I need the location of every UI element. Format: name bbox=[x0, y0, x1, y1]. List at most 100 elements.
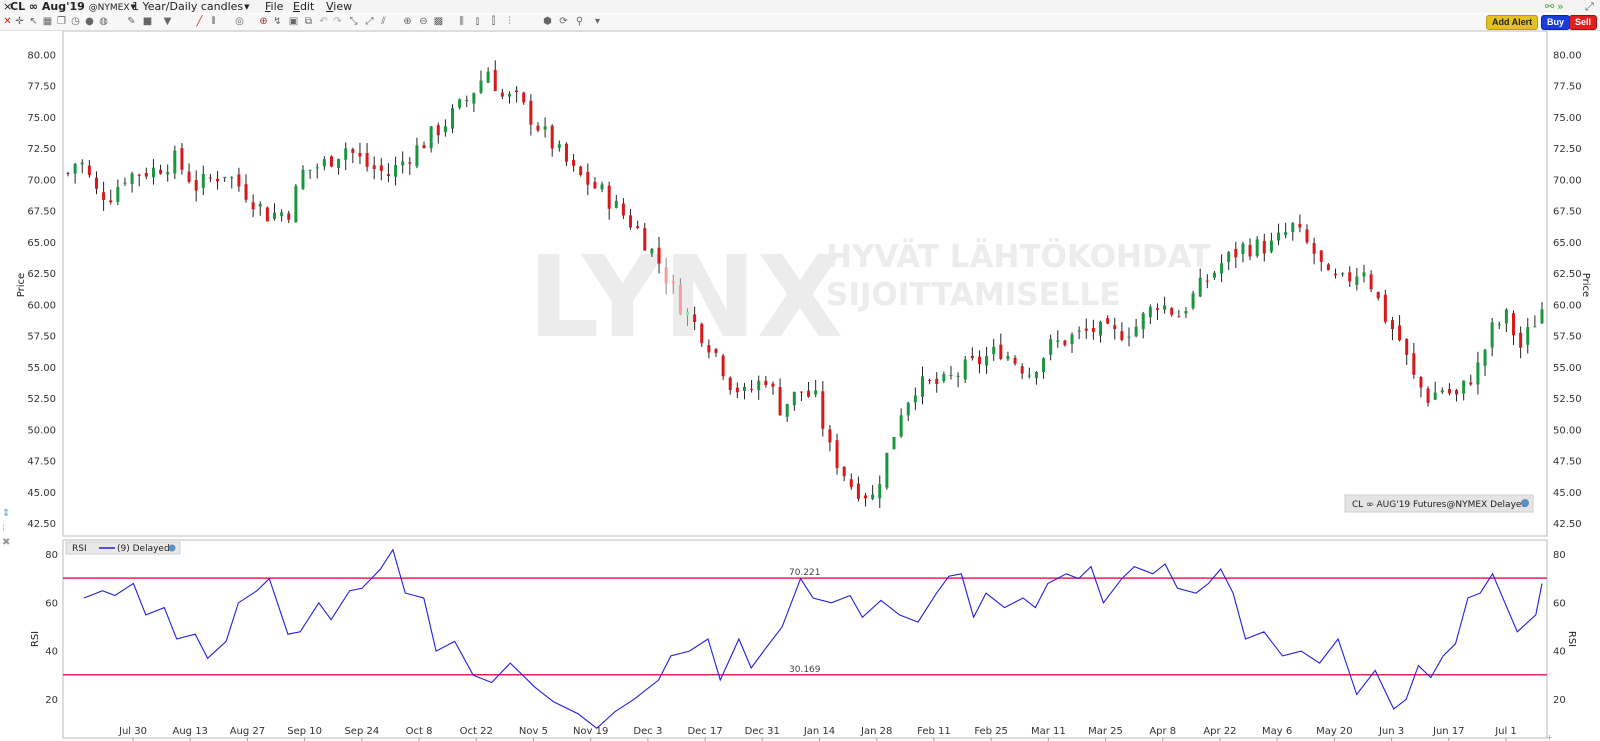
close-icon[interactable]: ✖ bbox=[2, 537, 11, 548]
pan-icon[interactable]: ⇕ bbox=[2, 508, 11, 519]
bar-icon[interactable]: ◍ bbox=[99, 16, 108, 27]
menu-edit[interactable]: Edit bbox=[293, 0, 315, 13]
drag-handle-icon[interactable]: ⁞ bbox=[2, 523, 6, 534]
split-icon[interactable]: ⫿ bbox=[491, 16, 496, 27]
zoom-in-icon[interactable]: ⊕ bbox=[403, 16, 412, 27]
symbol-selector[interactable]: CL ∞ Aug'19 @NYMEX▼ bbox=[10, 0, 136, 15]
go-icon[interactable]: » bbox=[1557, 0, 1564, 13]
price-tick-label: 67.50 bbox=[1553, 207, 1582, 218]
candle-body bbox=[1113, 325, 1117, 330]
redo-icon[interactable]: ↷ bbox=[333, 16, 342, 27]
candle-body bbox=[465, 100, 469, 102]
candle-body bbox=[123, 182, 127, 184]
candle-body bbox=[1298, 223, 1302, 228]
chain-icon[interactable]: ⚲ bbox=[575, 16, 584, 27]
print-icon[interactable]: ▣ bbox=[288, 16, 299, 27]
resize-icon[interactable]: + bbox=[1546, 733, 1553, 741]
candle-body bbox=[1526, 327, 1530, 345]
price-axis-left: 80.00 77.50 75.00 72.50 70.00 67.50 65.00 62.50… bbox=[27, 50, 56, 530]
candle-body bbox=[1205, 280, 1209, 282]
copy-icon[interactable]: ⧉ bbox=[304, 16, 313, 27]
candle-body bbox=[80, 162, 84, 165]
candle-body bbox=[828, 429, 832, 443]
rsi-oversold-value: 30.169 bbox=[789, 665, 821, 675]
split-icon[interactable]: ⫼ bbox=[459, 16, 464, 27]
watermark-tagline-2: SIJOITTAMISELLE bbox=[826, 277, 1120, 313]
candle-body bbox=[1255, 239, 1259, 256]
candle-body bbox=[899, 415, 903, 437]
candle-body bbox=[579, 166, 583, 176]
candle-body bbox=[956, 375, 960, 377]
ruler-icon[interactable]: ⊕ bbox=[259, 16, 268, 27]
refresh-icon[interactable]: ⟳ bbox=[559, 16, 568, 27]
candle-body bbox=[1462, 380, 1466, 394]
crosshair-icon[interactable]: ✛ bbox=[15, 16, 24, 27]
time-tick-label: Jun 3 bbox=[1378, 726, 1404, 737]
filter-icon[interactable]: ▼ bbox=[163, 16, 172, 27]
candle-body bbox=[906, 402, 910, 416]
buy-button[interactable]: Buy bbox=[1541, 15, 1571, 30]
candle-body bbox=[1319, 250, 1323, 262]
candle-body bbox=[451, 108, 455, 129]
circle-icon[interactable]: ● bbox=[85, 16, 94, 27]
fib-icon[interactable]: ⫴ bbox=[211, 16, 216, 27]
candle-body bbox=[116, 186, 120, 202]
undo-icon[interactable]: ↶ bbox=[319, 16, 328, 27]
candle-body bbox=[1212, 272, 1216, 278]
add-alert-button[interactable]: Add Alert bbox=[1486, 15, 1539, 30]
menu-view[interactable]: View bbox=[326, 0, 353, 13]
arrow-icon[interactable]: ⤡ bbox=[349, 16, 358, 27]
price-tick-label: 47.50 bbox=[27, 457, 56, 468]
price-panel[interactable] bbox=[62, 31, 1548, 537]
close-icon[interactable]: × bbox=[3, 0, 13, 13]
candle-body bbox=[337, 158, 341, 169]
zoom-out-icon[interactable]: ⊖ bbox=[419, 16, 428, 27]
annotation-icon[interactable]: ✎ bbox=[127, 16, 136, 27]
candle-body bbox=[87, 165, 91, 176]
period-selector[interactable]: 1 Year/Daily candles▼ bbox=[132, 0, 250, 14]
split-icon[interactable]: ⫶ bbox=[508, 16, 511, 27]
chart-area[interactable]: LYNX HYVÄT LÄHTÖKOHDAT SIJOITTAMISELLE 8… bbox=[0, 31, 1600, 741]
candle-body bbox=[358, 152, 362, 157]
candle-body bbox=[1227, 252, 1231, 262]
sell-button[interactable]: Sell bbox=[1569, 15, 1598, 30]
trendline-icon[interactable]: ╱ bbox=[196, 16, 203, 27]
candle-body bbox=[1141, 313, 1145, 330]
info-icon[interactable] bbox=[1521, 499, 1529, 507]
candle-body bbox=[664, 267, 668, 284]
candle-body bbox=[785, 403, 789, 417]
candle-body bbox=[735, 387, 739, 393]
expand-icon[interactable]: ⤢ bbox=[1585, 0, 1594, 13]
candle-body bbox=[977, 356, 981, 365]
grid-icon[interactable]: ▦ bbox=[42, 16, 53, 27]
square-icon[interactable]: ■ bbox=[142, 16, 153, 27]
copy-icon[interactable]: ❐ bbox=[57, 16, 66, 27]
target-icon[interactable]: ◎ bbox=[235, 16, 244, 27]
pointer-icon[interactable]: ↖ bbox=[29, 16, 38, 27]
clock-icon[interactable]: ◷ bbox=[71, 16, 80, 27]
rsi-panel[interactable] bbox=[62, 539, 1548, 739]
split-icon[interactable]: ⫾ bbox=[475, 16, 480, 27]
parallel-icon[interactable]: ⫽ bbox=[381, 16, 386, 27]
candle-body bbox=[294, 185, 298, 223]
candle-body bbox=[913, 395, 917, 403]
line-tool-icon[interactable]: ⤢ bbox=[365, 16, 374, 27]
menu-file[interactable]: File bbox=[265, 0, 284, 13]
candle-body bbox=[600, 184, 604, 190]
candle-body bbox=[892, 436, 896, 450]
candle-body bbox=[1063, 340, 1067, 346]
candle-body bbox=[778, 386, 782, 416]
candle-body bbox=[1355, 276, 1359, 285]
candle-body bbox=[1248, 244, 1252, 257]
price-tick-label: 55.00 bbox=[27, 363, 56, 374]
close-icon[interactable]: ✕ bbox=[3, 16, 12, 27]
price-tick-label: 60.00 bbox=[27, 300, 56, 311]
time-tick-label: Dec 3 bbox=[633, 726, 662, 737]
toolbar: ✕ ✛ ↖ ▦ ❐ ◷ ● ◍ ✎ ■ ▼ ╱ ⫴ ◎ ⊕ ↯ ▣ ⧉ ↶ ↷ … bbox=[0, 14, 1600, 31]
settings-icon[interactable]: ⬢ bbox=[543, 16, 552, 27]
link-icon[interactable]: ⚯ bbox=[1545, 0, 1555, 13]
measure-icon[interactable]: ↯ bbox=[273, 16, 282, 27]
dropdown-icon[interactable]: ▾ bbox=[594, 16, 601, 27]
fit-icon[interactable]: ▩ bbox=[433, 16, 444, 27]
info-icon[interactable] bbox=[168, 544, 176, 552]
